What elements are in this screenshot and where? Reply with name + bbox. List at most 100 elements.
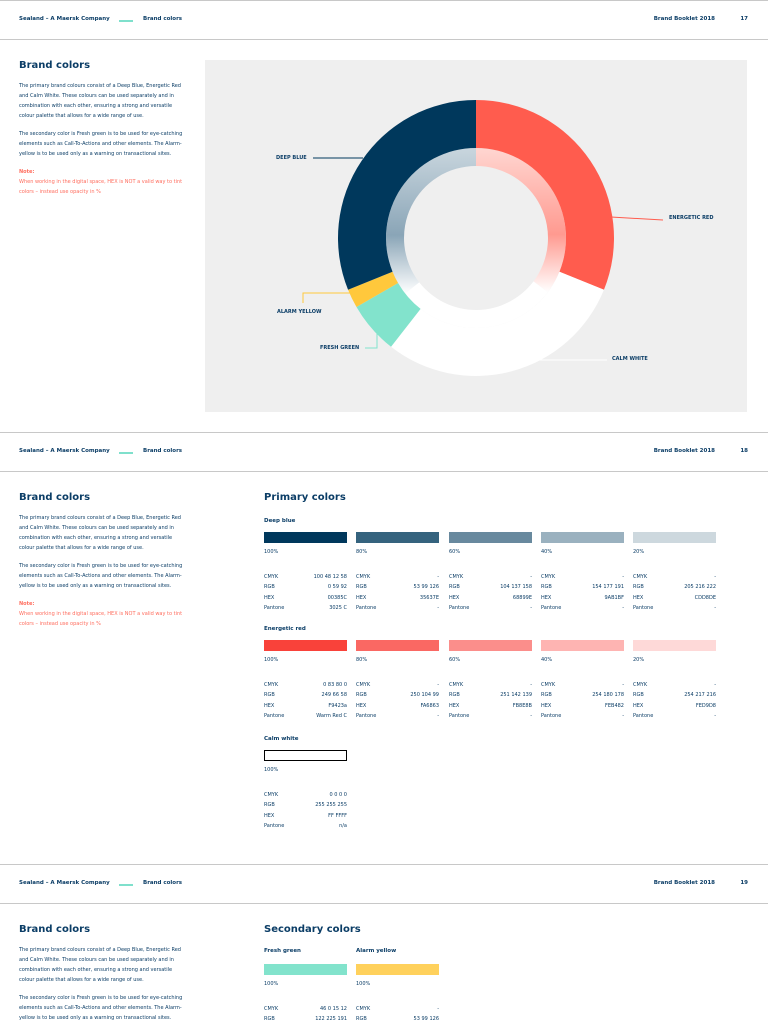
spec-label: CMYK [356, 1006, 371, 1012]
swatch-column: 60% CMYK - RGB 104 137 158 HEX 68899E Pantone - [449, 532, 532, 613]
color-spec-row: HEX 35637E [356, 593, 439, 603]
spec-value: - [714, 712, 716, 719]
company-name: Sealand – A Maersk Company [19, 448, 110, 454]
swatch-column: 40% CMYK - RGB 154 177 191 HEX 9AB1BF Pantone - [541, 532, 624, 613]
color-spec-row: Pantone - [356, 603, 439, 613]
page-header: Sealand – A Maersk Company Brand colors … [0, 0, 768, 40]
spec-value: 53 99 126 [413, 1016, 439, 1023]
color-swatch [541, 532, 624, 543]
spec-label: RGB [264, 692, 275, 699]
spec-value: - [530, 574, 532, 580]
spec-label: Pantone [356, 604, 377, 611]
spec-value: - [530, 604, 532, 611]
spec-value: - [714, 574, 716, 580]
company-name: Sealand – A Maersk Company [19, 16, 110, 22]
spec-value: - [437, 682, 439, 688]
spec-label: CMYK [541, 574, 556, 580]
color-donut-diagram [302, 100, 664, 377]
color-spec-row: CMYK - [633, 680, 716, 690]
spec-label: CMYK [449, 574, 464, 580]
spec-value: FED9D8 [695, 702, 716, 709]
section-title: Brand colors [143, 16, 183, 22]
spec-label: RGB [356, 584, 367, 591]
swatch-percentage: 100% [356, 981, 371, 987]
spec-value: 9AB1BF [604, 594, 624, 601]
color-spec-row: Pantone Warm Red C [264, 711, 347, 721]
spec-value: 46 0 15 12 [319, 1006, 347, 1012]
spec-value: - [622, 682, 624, 688]
color-spec-row: CMYK - [633, 572, 716, 582]
color-spec-row: HEX 00385C [264, 593, 347, 603]
page-header: Sealand – A Maersk Company Brand colors … [0, 432, 768, 472]
primary-group-title: Deep blue [264, 518, 296, 524]
color-spec-row: RGB 154 177 191 [541, 582, 624, 592]
spec-label: Pantone [356, 712, 377, 719]
color-spec-row: CMYK - [356, 680, 439, 690]
label-calm-white: CALM WHITE [612, 356, 648, 362]
color-spec-row: RGB 0 59 92 [264, 582, 347, 592]
spec-label: Pantone [449, 712, 470, 719]
spec-value: 254 217 216 [684, 692, 716, 699]
color-spec-row: Pantone - [541, 711, 624, 721]
spec-label: RGB [356, 692, 367, 699]
spec-value: - [622, 712, 624, 719]
spec-value: n/a [339, 822, 347, 829]
spec-label: RGB [541, 692, 552, 699]
color-swatch [541, 640, 624, 651]
spec-value: 3025 C [329, 604, 347, 611]
spec-label: HEX [264, 702, 275, 709]
color-spec-row: CMYK - [541, 680, 624, 690]
booklet-title: Brand Booklet 2018 [653, 880, 715, 886]
intro-title: Brand colors [19, 924, 91, 935]
segment-deep-blue [338, 100, 476, 290]
swatch-column: 20% CMYK - RGB 205 216 222 HEX CDD8DE Pantone - [633, 532, 716, 613]
color-spec-row: RGB 53 99 126 [356, 1014, 439, 1024]
color-spec-row: HEX CDD8DE [633, 593, 716, 603]
spec-value: FF FFFF [328, 812, 347, 819]
color-spec-row: Pantone - [633, 711, 716, 721]
inner-ring-blue [386, 148, 476, 294]
intro-paragraph-2: The secondary color is Fresh green is to… [19, 995, 183, 1021]
inner-ring-red [476, 148, 566, 293]
spec-value: 255 255 255 [315, 802, 347, 809]
intro-title: Brand colors [19, 60, 91, 71]
spec-label: HEX [264, 594, 275, 601]
spec-label: CMYK [264, 792, 279, 798]
page-18: Sealand – A Maersk Company Brand colors … [0, 432, 768, 864]
color-swatch [449, 640, 532, 651]
donut-rings [338, 100, 614, 377]
spec-value: - [437, 574, 439, 580]
color-spec-row: RGB 104 137 158 [449, 582, 532, 592]
color-swatch [356, 640, 439, 651]
spec-label: RGB [356, 1016, 367, 1023]
swatch-percentage: 100% [264, 549, 279, 555]
intro-paragraph-2: The secondary color is Fresh green is to… [19, 563, 183, 589]
spec-label: HEX [541, 702, 552, 709]
color-swatch [264, 964, 347, 975]
color-spec-row: HEX FEB482 [541, 701, 624, 711]
spec-value: 0 0 0 0 [329, 792, 348, 798]
secondary-group-title: Alarm yellow [356, 948, 397, 954]
note-title: Note: [19, 601, 35, 607]
swatch-percentage: 80% [356, 549, 368, 555]
label-alarm-yellow: ALARM YELLOW [277, 309, 322, 315]
color-spec-row: RGB 53 99 126 [356, 582, 439, 592]
swatch-percentage: 60% [449, 657, 461, 663]
swatch-percentage: 60% [449, 549, 461, 555]
note-text: When working in the digital space, HEX i… [19, 611, 183, 627]
spec-value: - [622, 574, 624, 580]
label-fresh-green: FRESH GREEN [320, 345, 360, 351]
intro-paragraph-1: The primary brand colours consist of a D… [19, 83, 181, 119]
spec-value: 0 59 92 [327, 584, 347, 591]
color-spec-row: CMYK - [541, 572, 624, 582]
swatch-column: 60% CMYK - RGB 251 142 139 HEX FB8E8B Pantone - [449, 640, 532, 721]
color-swatch [356, 964, 439, 975]
spec-value: CDD8DE [694, 594, 716, 601]
callout-energetic-red [610, 216, 664, 221]
color-spec-row: RGB 122 225 191 [264, 1014, 347, 1024]
spec-value: - [530, 712, 532, 719]
spec-value: 154 177 191 [592, 584, 624, 591]
page-19: Sealand – A Maersk Company Brand colors … [0, 864, 768, 1024]
spec-value: - [437, 604, 439, 611]
spec-label: Pantone [264, 712, 285, 719]
